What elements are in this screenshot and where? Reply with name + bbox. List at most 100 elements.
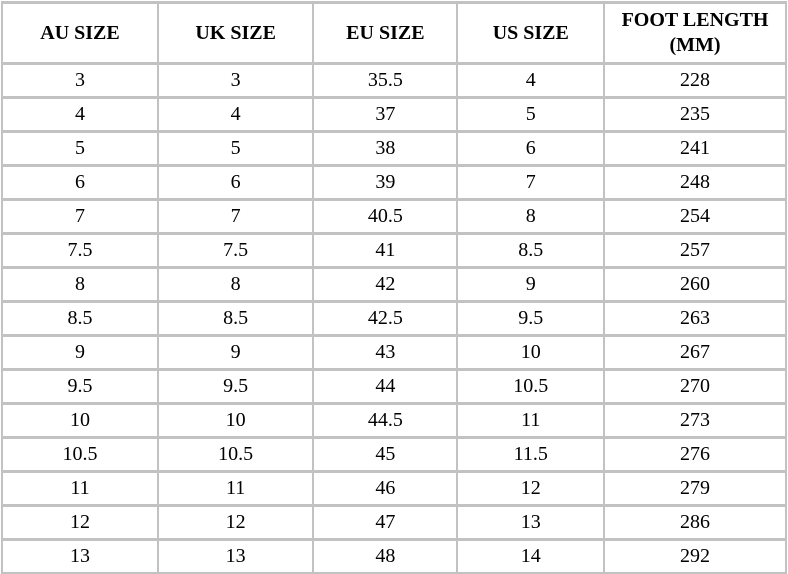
table-cell-foot_length: 248	[603, 164, 787, 201]
table-cell-foot_length: 263	[603, 300, 787, 337]
table-cell-uk: 13	[157, 538, 315, 574]
table-cell-foot_length: 235	[603, 96, 787, 133]
table-row: 5 5 38 6 241	[0, 130, 787, 167]
table-cell-eu: 47	[312, 504, 459, 541]
table-cell-eu: 40.5	[312, 198, 459, 235]
table-cell-uk: 4	[157, 96, 315, 133]
table-cell-uk: 9.5	[157, 368, 315, 405]
table-cell-foot_length: 292	[603, 538, 787, 574]
table-cell-foot_length: 276	[603, 436, 787, 473]
table-cell-foot_length: 260	[603, 266, 787, 303]
table-cell-us: 5	[456, 96, 606, 133]
table-cell-foot_length: 254	[603, 198, 787, 235]
table-cell-uk: 11	[157, 470, 315, 507]
table-cell-uk: 6	[157, 164, 315, 201]
table-cell-uk: 7	[157, 198, 315, 235]
table-cell-eu: 46	[312, 470, 459, 507]
column-header-us-size: US SIZE	[456, 1, 606, 65]
table-cell-uk: 8.5	[157, 300, 315, 337]
table-cell-eu: 37	[312, 96, 459, 133]
table-cell-us: 11	[456, 402, 606, 439]
table-cell-foot_length: 273	[603, 402, 787, 439]
table-cell-uk: 7.5	[157, 232, 315, 269]
table-row: 13 13 48 14 292	[0, 538, 787, 574]
table-row: 7 7 40.5 8 254	[0, 198, 787, 235]
table-cell-foot_length: 267	[603, 334, 787, 371]
table-cell-uk: 9	[157, 334, 315, 371]
table-cell-us: 11.5	[456, 436, 606, 473]
table-cell-au: 8.5	[0, 300, 160, 337]
table-row: 8 8 42 9 260	[0, 266, 787, 303]
table-row: 12 12 47 13 286	[0, 504, 787, 541]
table-cell-foot_length: 279	[603, 470, 787, 507]
table-cell-eu: 39	[312, 164, 459, 201]
table-cell-au: 5	[0, 130, 160, 167]
table-cell-au: 9.5	[0, 368, 160, 405]
table-cell-eu: 44.5	[312, 402, 459, 439]
table-cell-foot_length: 270	[603, 368, 787, 405]
table-cell-eu: 48	[312, 538, 459, 574]
table-body: 3 3 35.5 4 228 4 4 37 5 235 5 5 38 6 241 6 6 39 7 248 7 7 40.5…	[0, 62, 787, 574]
table-cell-au: 11	[0, 470, 160, 507]
column-header-uk-size: UK SIZE	[157, 1, 315, 65]
table-row: 10 10 44.5 11 273	[0, 402, 787, 439]
table-row: 4 4 37 5 235	[0, 96, 787, 133]
table-row: 11 11 46 12 279	[0, 470, 787, 507]
table-cell-au: 3	[0, 62, 160, 99]
table-cell-us: 7	[456, 164, 606, 201]
table-cell-au: 8	[0, 266, 160, 303]
column-header-eu-size: EU SIZE	[312, 1, 459, 65]
table-cell-us: 9	[456, 266, 606, 303]
table-cell-us: 6	[456, 130, 606, 167]
table-cell-us: 8.5	[456, 232, 606, 269]
table-row: 9.5 9.5 44 10.5 270	[0, 368, 787, 405]
table-row: 6 6 39 7 248	[0, 164, 787, 201]
table-cell-au: 6	[0, 164, 160, 201]
table-cell-us: 10.5	[456, 368, 606, 405]
table-row: 7.5 7.5 41 8.5 257	[0, 232, 787, 269]
table-cell-eu: 44	[312, 368, 459, 405]
table-cell-au: 12	[0, 504, 160, 541]
table-cell-foot_length: 286	[603, 504, 787, 541]
table-cell-uk: 12	[157, 504, 315, 541]
column-header-au-size: AU SIZE	[0, 1, 160, 65]
table-cell-us: 14	[456, 538, 606, 574]
table-cell-us: 10	[456, 334, 606, 371]
table-cell-uk: 10	[157, 402, 315, 439]
table-cell-foot_length: 228	[603, 62, 787, 99]
table-cell-eu: 41	[312, 232, 459, 269]
header-row: AU SIZE UK SIZE EU SIZE US SIZE FOOT LEN…	[0, 1, 787, 65]
table-cell-us: 4	[456, 62, 606, 99]
table-cell-eu: 45	[312, 436, 459, 473]
table-cell-eu: 35.5	[312, 62, 459, 99]
table-cell-eu: 38	[312, 130, 459, 167]
table-cell-au: 10	[0, 402, 160, 439]
table-cell-uk: 3	[157, 62, 315, 99]
table-cell-uk: 10.5	[157, 436, 315, 473]
table-cell-uk: 8	[157, 266, 315, 303]
table-cell-foot_length: 257	[603, 232, 787, 269]
table-cell-au: 10.5	[0, 436, 160, 473]
table-cell-au: 7.5	[0, 232, 160, 269]
table-cell-au: 4	[0, 96, 160, 133]
table-header: AU SIZE UK SIZE EU SIZE US SIZE FOOT LEN…	[0, 1, 787, 65]
table-cell-us: 13	[456, 504, 606, 541]
table-cell-uk: 5	[157, 130, 315, 167]
table-cell-us: 9.5	[456, 300, 606, 337]
table-cell-eu: 42	[312, 266, 459, 303]
table-cell-eu: 43	[312, 334, 459, 371]
table-cell-eu: 42.5	[312, 300, 459, 337]
column-header-foot-length: FOOT LENGTH (MM)	[603, 1, 787, 65]
table-cell-foot_length: 241	[603, 130, 787, 167]
table-row: 8.5 8.5 42.5 9.5 263	[0, 300, 787, 337]
table-cell-au: 13	[0, 538, 160, 574]
table-cell-au: 7	[0, 198, 160, 235]
table-cell-us: 8	[456, 198, 606, 235]
table-row: 9 9 43 10 267	[0, 334, 787, 371]
table-cell-au: 9	[0, 334, 160, 371]
table-row: 10.5 10.5 45 11.5 276	[0, 436, 787, 473]
table-row: 3 3 35.5 4 228	[0, 62, 787, 99]
table-cell-us: 12	[456, 470, 606, 507]
